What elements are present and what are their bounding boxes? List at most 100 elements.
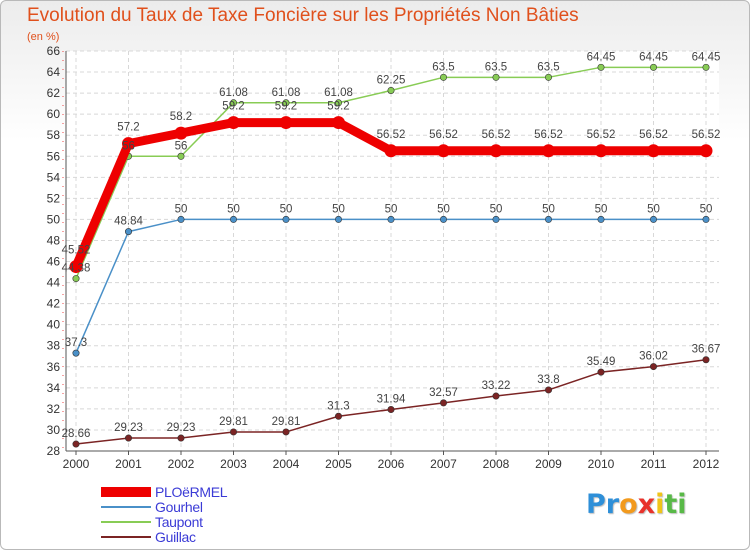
- data-point: [699, 144, 713, 158]
- y-tick-label: 40: [47, 318, 61, 332]
- y-tick-label: 60: [47, 107, 61, 121]
- data-label: 44.38: [62, 263, 91, 275]
- data-label: 50: [700, 203, 713, 215]
- data-label: 56.52: [639, 129, 668, 141]
- data-point: [122, 137, 135, 151]
- x-tick-label: 2000: [63, 457, 90, 471]
- data-label: 61.08: [219, 87, 248, 99]
- data-point: [387, 86, 395, 94]
- data-point: [492, 73, 500, 81]
- data-point: [334, 412, 342, 420]
- x-tick-label: 2008: [483, 457, 510, 471]
- data-point: [227, 116, 240, 130]
- x-tick-label: 2010: [588, 457, 615, 471]
- data-point: [597, 215, 605, 223]
- legend-item-guillac: Guillac: [101, 529, 301, 545]
- y-tick-label: 64: [47, 65, 61, 79]
- data-label: 63.5: [485, 61, 507, 73]
- data-label: 29.23: [167, 422, 196, 434]
- legend-label: Guillac: [155, 529, 196, 545]
- data-label: 61.08: [272, 87, 301, 99]
- x-tick-label: 2001: [115, 457, 142, 471]
- data-label: 58.2: [170, 111, 192, 123]
- legend-item-taupont: Taupont: [101, 514, 301, 530]
- y-tick-label: 50: [47, 212, 61, 226]
- data-label: 50: [280, 203, 293, 215]
- data-label: 36.67: [692, 344, 721, 356]
- data-label: 56.52: [429, 129, 458, 141]
- data-point: [230, 215, 238, 223]
- data-label: 61.08: [324, 87, 353, 99]
- data-point: [544, 386, 552, 394]
- data-label: 31.94: [377, 394, 406, 406]
- data-point: [384, 144, 398, 158]
- plot-area: [66, 51, 719, 451]
- data-label: 50: [227, 203, 240, 215]
- data-point: [702, 63, 710, 71]
- y-tick-label: 30: [47, 423, 61, 437]
- data-label: 29.23: [114, 422, 143, 434]
- data-point: [332, 116, 345, 130]
- data-point: [702, 356, 710, 364]
- data-label: 50: [385, 203, 398, 215]
- data-point: [437, 144, 450, 158]
- data-point: [439, 399, 447, 407]
- data-point: [594, 144, 608, 158]
- data-point: [597, 368, 605, 376]
- y-unit-label: (en %): [27, 31, 60, 43]
- data-label: 56.52: [534, 129, 563, 141]
- x-tick-label: 2007: [430, 457, 457, 471]
- logo-letter: i: [655, 489, 665, 520]
- data-label: 56: [122, 140, 135, 152]
- data-point: [544, 215, 552, 223]
- data-point: [177, 215, 185, 223]
- data-point: [174, 126, 188, 140]
- data-point: [125, 434, 133, 442]
- data-point: [387, 406, 395, 414]
- data-point: [439, 215, 447, 223]
- data-label: 37.3: [65, 337, 87, 349]
- y-tick-label: 56: [47, 149, 61, 163]
- data-label: 56.52: [692, 129, 721, 141]
- x-tick-label: 2003: [220, 457, 247, 471]
- y-tick-label: 38: [47, 339, 61, 353]
- logo-letter: x: [637, 489, 656, 520]
- y-tick-label: 66: [47, 44, 61, 58]
- data-point: [72, 349, 80, 357]
- data-label: 57.2: [117, 122, 139, 134]
- data-label: 50: [175, 203, 188, 215]
- data-point: [649, 63, 657, 71]
- y-tick-label: 34: [47, 381, 61, 395]
- data-point: [334, 99, 342, 107]
- data-label: 59.2: [327, 101, 349, 113]
- data-label: 56.52: [377, 129, 406, 141]
- data-point: [649, 363, 657, 371]
- data-label: 62.25: [377, 74, 406, 86]
- data-point: [282, 99, 290, 107]
- y-tick-label: 54: [47, 170, 61, 184]
- y-tick-label: 46: [47, 255, 61, 269]
- logo-letter: i: [677, 489, 687, 520]
- data-label: 33.8: [537, 374, 559, 386]
- y-tick-label: 52: [47, 191, 61, 205]
- data-point: [177, 152, 185, 160]
- y-tick-label: 48: [47, 233, 61, 247]
- x-tick-label: 2012: [693, 457, 720, 471]
- y-tick-label: 62: [47, 86, 61, 100]
- y-tick-label: 58: [47, 128, 61, 142]
- y-tick-label: 32: [47, 402, 61, 416]
- data-label: 35.49: [587, 356, 616, 368]
- y-tick-label: 44: [47, 276, 61, 290]
- data-point: [387, 215, 395, 223]
- data-point: [702, 215, 710, 223]
- data-label: 50: [542, 203, 555, 215]
- data-point: [125, 228, 133, 236]
- data-point: [544, 73, 552, 81]
- logo-letter: t: [664, 489, 678, 520]
- x-tick-label: 2002: [168, 457, 195, 471]
- x-tick-label: 2011: [641, 457, 667, 471]
- data-label: 59.2: [275, 101, 297, 113]
- data-point: [597, 63, 605, 71]
